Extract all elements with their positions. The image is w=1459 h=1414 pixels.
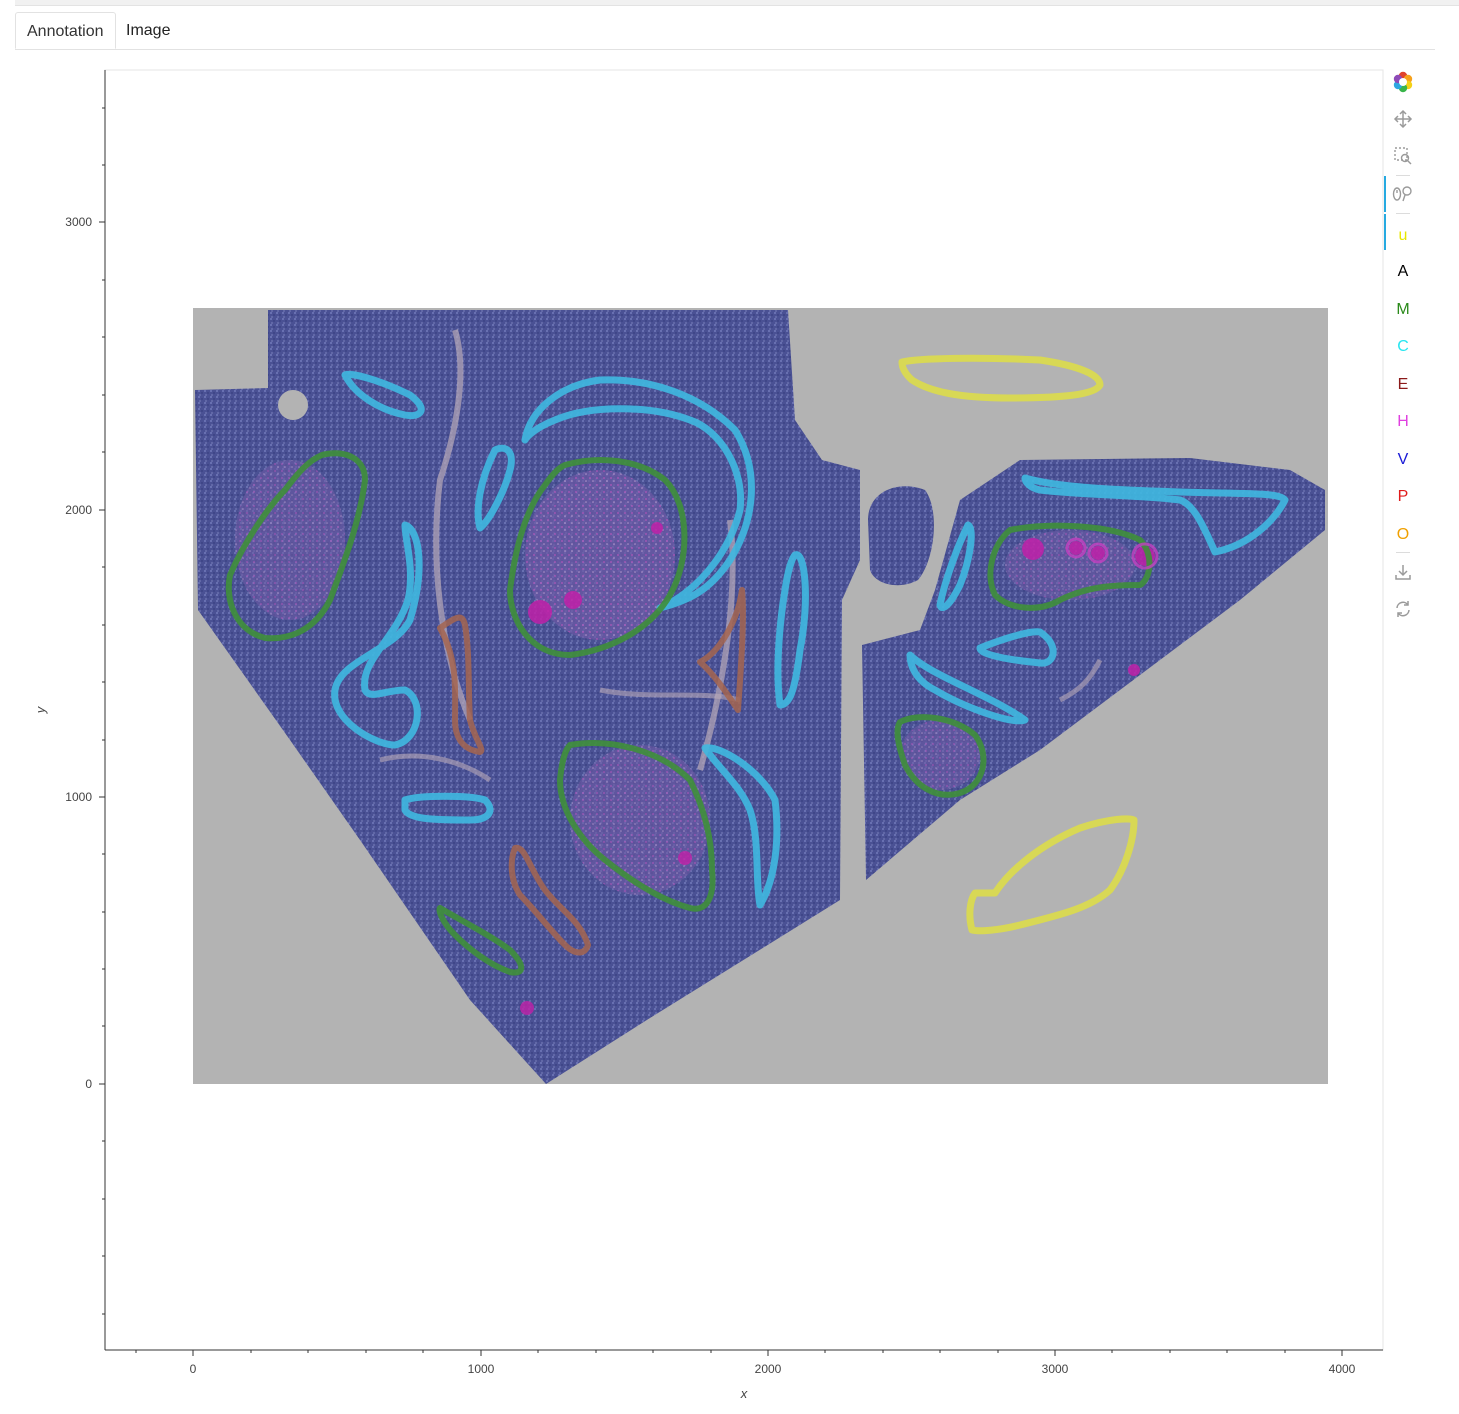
reset-icon[interactable] xyxy=(1389,595,1417,623)
pan-icon[interactable] xyxy=(1389,105,1417,133)
y-axis-ticks xyxy=(99,107,105,1315)
class-tool-o[interactable]: O xyxy=(1396,526,1410,543)
y-tick-label: 0 xyxy=(85,1077,92,1091)
y-axis-label: y xyxy=(33,705,48,714)
toolbar-separator xyxy=(1396,552,1410,553)
y-tick-label: 3000 xyxy=(65,215,92,229)
x-tick-label: 4000 xyxy=(1329,1362,1356,1376)
toolbar-separator xyxy=(1396,175,1410,176)
class-tool-e[interactable]: E xyxy=(1397,376,1409,393)
class-tool-a[interactable]: A xyxy=(1397,263,1409,280)
y-tick-label: 1000 xyxy=(65,790,92,804)
x-tick-label: 0 xyxy=(190,1362,197,1376)
plot-toolbar: u A M C E H V P O xyxy=(1384,62,1422,632)
x-axis-ticks xyxy=(135,1350,1343,1356)
class-tool-c[interactable]: C xyxy=(1397,338,1409,355)
top-strip xyxy=(15,0,1459,6)
wheel-zoom-icon[interactable] xyxy=(1389,180,1417,208)
tab-annotation[interactable]: Annotation xyxy=(15,12,116,49)
annotation-class-u[interactable] xyxy=(898,354,1138,935)
class-tool-h[interactable]: H xyxy=(1397,413,1409,430)
class-tool-m[interactable]: M xyxy=(1396,301,1410,318)
x-axis-label: x xyxy=(740,1386,748,1401)
box-zoom-icon[interactable] xyxy=(1389,142,1417,170)
annotation-class-m[interactable] xyxy=(225,450,1153,976)
annotation-class-h[interactable] xyxy=(1065,537,1159,570)
active-tool-indicator xyxy=(1384,214,1386,250)
toolbar-separator xyxy=(1396,213,1410,214)
class-tool-u[interactable]: u xyxy=(1398,227,1408,244)
y-tick-label: 2000 xyxy=(65,503,92,517)
x-tick-label: 2000 xyxy=(755,1362,782,1376)
tab-image[interactable]: Image xyxy=(126,22,171,39)
x-tick-label: 1000 xyxy=(468,1362,495,1376)
active-tool-indicator xyxy=(1384,176,1386,212)
tab-bar: Annotation Image xyxy=(15,12,1435,50)
class-tool-p[interactable]: P xyxy=(1397,488,1409,505)
annotation-class-e[interactable] xyxy=(437,587,746,956)
class-tool-v[interactable]: V xyxy=(1397,451,1409,468)
x-tick-label: 3000 xyxy=(1042,1362,1069,1376)
bokeh-logo-icon[interactable] xyxy=(1389,67,1417,95)
annotation-class-c[interactable] xyxy=(331,370,1289,909)
save-icon[interactable] xyxy=(1389,558,1417,586)
